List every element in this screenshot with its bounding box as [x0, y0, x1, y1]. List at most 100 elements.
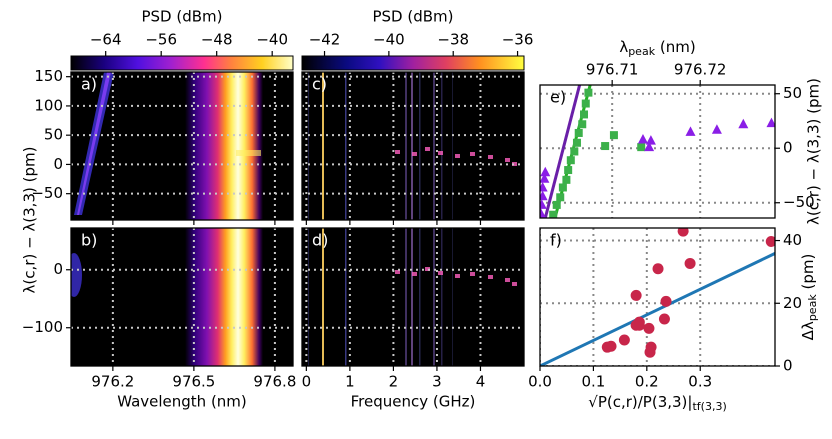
circle-marker: [765, 235, 775, 247]
y-tick-label: 50: [783, 84, 802, 102]
plot-area: [540, 228, 775, 366]
y-tick-label: 0: [783, 357, 793, 375]
plot-frame: [301, 71, 525, 221]
x-tick-label: 0.1: [581, 373, 605, 391]
heatmap-line: [411, 228, 413, 366]
plot-area: [540, 85, 775, 218]
fit-line: [540, 252, 775, 366]
circle-marker: [658, 313, 670, 325]
x-tick-label: 976.2: [91, 373, 134, 391]
x-axis-label: Wavelength (nm): [117, 393, 247, 411]
heatmap-spot: [412, 152, 417, 156]
heatmap-spot: [412, 272, 417, 276]
panel-label: b): [81, 231, 97, 250]
heatmap-line: [433, 72, 435, 220]
x-tick-label: 2: [389, 373, 399, 391]
x-axis-label-main: λ: [619, 38, 628, 56]
triangle-marker: [645, 135, 656, 145]
heatmap-spot: [438, 271, 443, 275]
triangle-marker: [685, 126, 696, 136]
triangle-marker: [540, 208, 546, 218]
circle-marker: [633, 319, 645, 331]
x-tick-label: 0.0: [528, 373, 552, 391]
colorbar-label: PSD (dBm): [141, 8, 222, 26]
y-tick-label: 150: [34, 67, 63, 85]
y-axis-label-sub: peak: [806, 294, 819, 321]
panel-label: c): [312, 75, 327, 94]
heatmap-spot: [438, 151, 443, 155]
x-axis-label: Frequency (GHz): [351, 393, 476, 411]
x-tick-label: 0.2: [635, 373, 659, 391]
heatmap-line: [419, 72, 421, 220]
heatmap-line: [308, 228, 309, 366]
circle-marker: [677, 228, 689, 237]
heatmap-line: [441, 228, 443, 366]
y-axis-label-tail: (pm): [799, 254, 817, 295]
y-tick-label: 100: [34, 96, 63, 114]
square-marker: [549, 210, 558, 218]
y-tick-label: 0: [53, 260, 63, 278]
plot-area: [71, 72, 293, 220]
heatmap-spot: [512, 282, 517, 286]
colorbar-tick-label: −38: [437, 31, 469, 49]
y-tick-label: 0: [53, 155, 63, 173]
plot-frame: [70, 71, 294, 221]
x-axis-label: √P(c,r)/P(3,3)|tf(3,3): [588, 393, 726, 414]
square-marker: [584, 88, 593, 97]
square-marker: [572, 138, 581, 147]
triangle-marker: [644, 141, 655, 152]
square-marker: [552, 200, 561, 209]
y-axis-label: λ(c,r) − λ(3,3) (pm): [21, 147, 39, 294]
x-tick-label: 976.72: [674, 61, 727, 79]
square-marker: [578, 120, 587, 129]
heatmap-spot: [395, 150, 400, 154]
x-tick-label: 976.71: [586, 61, 639, 79]
x-axis-label-sub: peak: [628, 45, 655, 58]
heatmap-line: [433, 228, 435, 366]
square-marker: [562, 175, 571, 184]
y-tick-label: 40: [783, 231, 802, 249]
square-marker: [581, 99, 590, 108]
colorbar-label: PSD (dBm): [372, 8, 453, 26]
heatmap-line: [345, 228, 347, 366]
circle-marker: [660, 295, 672, 307]
circle-marker: [618, 334, 630, 346]
x-axis-label: λpeak (nm): [619, 38, 695, 59]
colorbar-tick-label: −64: [90, 31, 122, 49]
triangle-marker: [540, 199, 547, 209]
triangle-marker: [766, 117, 775, 128]
triangle-marker: [540, 173, 550, 183]
heatmap-spot: [505, 158, 510, 162]
fit-line: [543, 85, 582, 218]
y-tick-label: −100: [22, 318, 63, 336]
square-marker: [609, 131, 618, 140]
square-marker: [637, 143, 646, 152]
x-tick-label: 976.5: [172, 373, 215, 391]
square-marker: [564, 166, 573, 175]
plot-background: [540, 85, 775, 218]
triangle-marker: [711, 124, 722, 134]
colorbar: [301, 55, 525, 71]
colorbar-tick-label: −36: [502, 31, 534, 49]
y-axis-label-main: Δλ: [799, 321, 817, 340]
heatmap-spot: [512, 162, 517, 166]
x-axis-label-sub: tf(3,3): [692, 400, 726, 413]
plot-frame: [301, 227, 525, 367]
heatmap-line: [452, 228, 453, 366]
heatmap-line: [411, 72, 413, 220]
heatmap-spot: [395, 270, 400, 274]
triangle-marker: [540, 166, 551, 177]
panel-label: e): [550, 88, 566, 107]
colorbar-tick-label: −42: [309, 31, 341, 49]
heatmap-line: [322, 228, 324, 366]
heatmap-band: [185, 228, 263, 366]
square-marker: [570, 147, 579, 156]
y-tick-label: 0: [783, 139, 793, 157]
x-tick-label: 0.3: [688, 373, 712, 391]
plot-frame: [539, 227, 776, 367]
y-tick-label: 50: [44, 126, 63, 144]
circle-marker: [652, 263, 664, 275]
colorbar-tick-label: −40: [256, 31, 288, 49]
plot-frame: [539, 84, 776, 219]
